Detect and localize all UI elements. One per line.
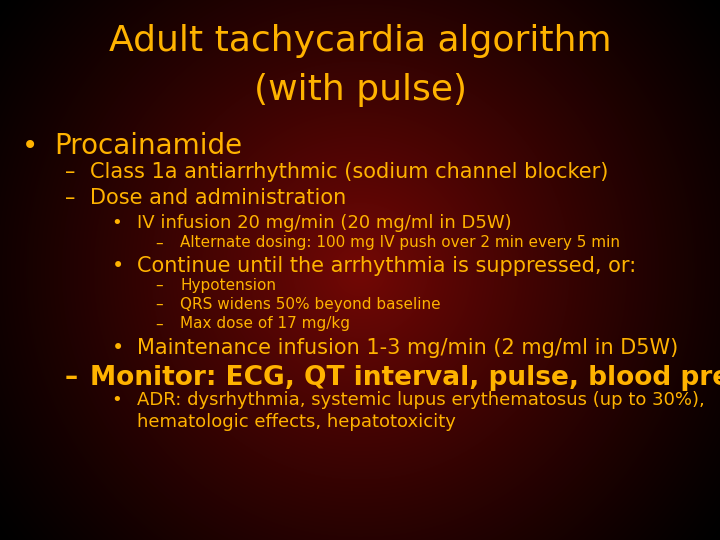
Text: •: •	[112, 338, 124, 358]
Text: –: –	[155, 316, 163, 332]
Text: IV infusion 20 mg/min (20 mg/ml in D5W): IV infusion 20 mg/min (20 mg/ml in D5W)	[137, 214, 511, 232]
Text: Procainamide: Procainamide	[54, 132, 242, 160]
Text: (with pulse): (with pulse)	[253, 73, 467, 107]
Text: –: –	[65, 365, 78, 391]
Text: Adult tachycardia algorithm: Adult tachycardia algorithm	[109, 24, 611, 58]
Text: –: –	[155, 297, 163, 312]
Text: –: –	[155, 278, 163, 293]
Text: –: –	[65, 162, 75, 182]
Text: Alternate dosing: 100 mg IV push over 2 min every 5 min: Alternate dosing: 100 mg IV push over 2 …	[180, 235, 620, 251]
Text: Hypotension: Hypotension	[180, 278, 276, 293]
Text: •: •	[112, 214, 122, 232]
Text: Continue until the arrhythmia is suppressed, or:: Continue until the arrhythmia is suppres…	[137, 256, 636, 276]
Text: ADR: dysrhythmia, systemic lupus erythematosus (up to 30%),
hematologic effects,: ADR: dysrhythmia, systemic lupus erythem…	[137, 391, 705, 431]
Text: QRS widens 50% beyond baseline: QRS widens 50% beyond baseline	[180, 297, 441, 312]
Text: •: •	[112, 256, 124, 276]
Text: –: –	[155, 235, 163, 251]
Text: Dose and administration: Dose and administration	[90, 188, 346, 208]
Text: •: •	[22, 132, 38, 160]
Text: –: –	[65, 188, 75, 208]
Text: Maintenance infusion 1-3 mg/min (2 mg/ml in D5W): Maintenance infusion 1-3 mg/min (2 mg/ml…	[137, 338, 678, 358]
Text: Max dose of 17 mg/kg: Max dose of 17 mg/kg	[180, 316, 350, 332]
Text: Class 1a antiarrhythmic (sodium channel blocker): Class 1a antiarrhythmic (sodium channel …	[90, 162, 608, 182]
Text: Monitor: ECG, QT interval, pulse, blood pressure: Monitor: ECG, QT interval, pulse, blood …	[90, 365, 720, 391]
Text: •: •	[112, 391, 122, 409]
